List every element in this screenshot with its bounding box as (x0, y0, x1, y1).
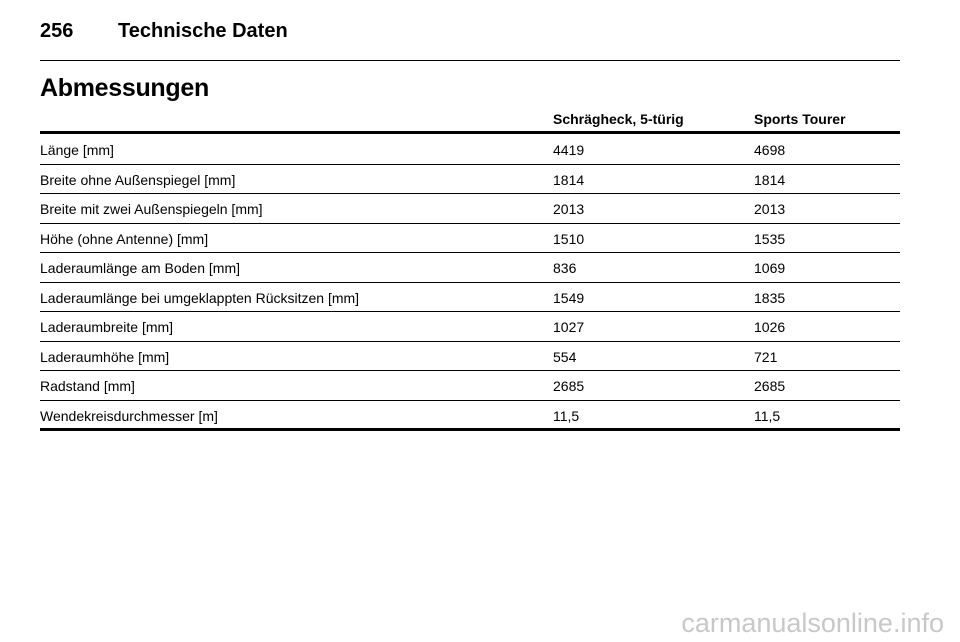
cell-value: 1510 (553, 230, 585, 247)
row-label: Laderaumlänge bei umgeklappten Rücksitze… (40, 289, 360, 306)
table-rule (40, 131, 900, 134)
cell-value: 2013 (754, 201, 786, 217)
row-rule (40, 252, 900, 253)
cell-value: 1026 (754, 319, 786, 335)
row-label: Laderaumbreite [mm] (40, 319, 174, 335)
row-label: Radstand [mm] (40, 378, 135, 394)
row-rule (40, 370, 900, 371)
cell-value: 836 (553, 260, 577, 276)
column-header: Sports Tourer (754, 111, 846, 127)
row-label: Laderaumhöhe [mm] (40, 348, 170, 365)
row-rule (40, 311, 900, 312)
row-rule (40, 222, 900, 224)
cell-value: 2685 (553, 378, 585, 394)
row-label: Länge [mm] (40, 142, 114, 158)
cell-value: 4419 (553, 142, 585, 158)
cell-value: 1027 (553, 319, 585, 335)
cell-value: 1835 (754, 289, 786, 306)
row-rule (40, 193, 900, 194)
cell-value: 1814 (754, 171, 786, 188)
row-label: Breite mit zwei Außenspiegeln [mm] (40, 201, 263, 217)
cell-value: 11,5 (754, 407, 781, 424)
cell-value: 1535 (754, 230, 786, 247)
row-rule (40, 163, 900, 165)
row-rule (40, 399, 900, 401)
cell-value: 1069 (754, 260, 786, 276)
cell-value: 2013 (553, 201, 585, 217)
watermark: carmanualsonline.info (681, 608, 944, 638)
cell-value: 1814 (553, 171, 585, 188)
cell-value: 721 (754, 348, 778, 365)
row-label: Laderaumlänge am Boden [mm] (40, 260, 240, 276)
section-title: Abmessungen (40, 74, 209, 102)
cell-value: 11,5 (553, 407, 580, 424)
cell-value: 1549 (553, 289, 585, 306)
row-rule (40, 428, 900, 431)
page-number: 256 (40, 20, 74, 42)
header-rule (40, 60, 900, 61)
cell-value: 2685 (754, 378, 786, 394)
row-rule (40, 340, 900, 342)
header-title: Technische Daten (118, 20, 288, 42)
row-rule (40, 281, 900, 283)
column-header: Schrägheck, 5-türig (553, 111, 684, 127)
row-label: Wendekreisdurchmesser [m] (40, 407, 218, 424)
cell-value: 4698 (754, 142, 786, 158)
row-label: Breite ohne Außenspiegel [mm] (40, 171, 236, 188)
cell-value: 554 (553, 348, 577, 365)
row-label: Höhe (ohne Antenne) [mm] (40, 230, 209, 247)
